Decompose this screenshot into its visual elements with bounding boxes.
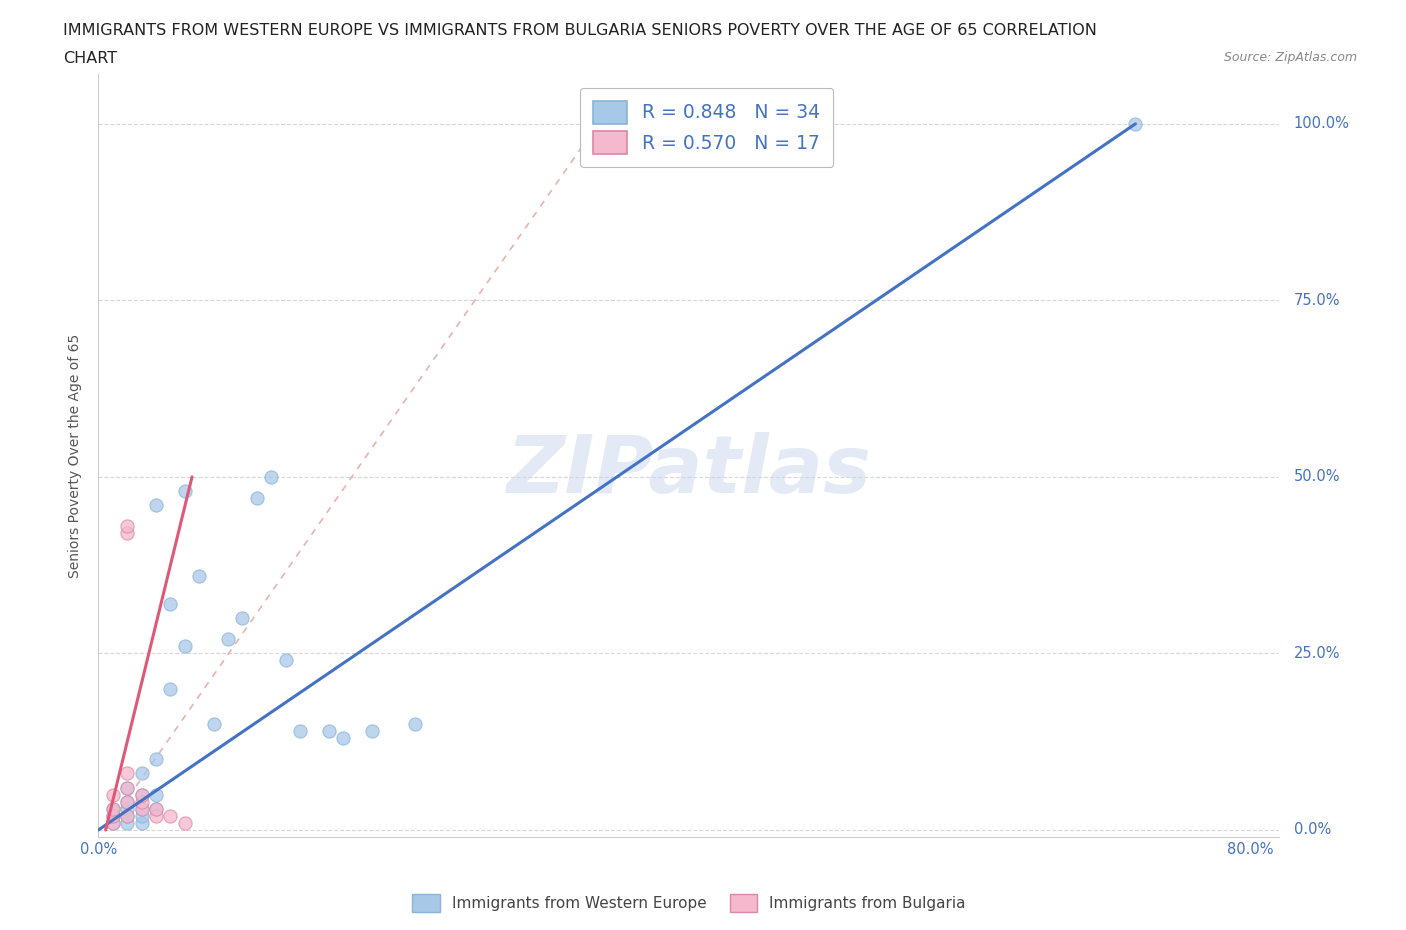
Point: [260, 470, 283, 485]
Point: [101, 808, 124, 823]
Point: [101, 787, 124, 802]
Point: [101, 816, 124, 830]
Point: [115, 808, 138, 823]
Point: [131, 787, 153, 802]
Point: [288, 724, 311, 738]
Point: [101, 808, 124, 823]
Point: [115, 816, 138, 830]
Point: [115, 802, 138, 817]
Y-axis label: Seniors Poverty Over the Age of 65: Seniors Poverty Over the Age of 65: [69, 334, 83, 578]
Text: ZIPatlas: ZIPatlas: [506, 432, 872, 510]
Point: [404, 717, 426, 732]
Point: [188, 568, 211, 583]
Point: [332, 731, 354, 746]
Text: CHART: CHART: [63, 51, 117, 66]
Point: [173, 639, 195, 654]
Text: IMMIGRANTS FROM WESTERN EUROPE VS IMMIGRANTS FROM BULGARIA SENIORS POVERTY OVER : IMMIGRANTS FROM WESTERN EUROPE VS IMMIGR…: [63, 23, 1097, 38]
Point: [115, 766, 138, 781]
Point: [131, 766, 153, 781]
Point: [131, 794, 153, 809]
Point: [217, 631, 239, 646]
Point: [145, 802, 167, 817]
Point: [231, 611, 253, 626]
Point: [202, 717, 225, 732]
Point: [246, 491, 269, 506]
Point: [145, 498, 167, 512]
Point: [101, 816, 124, 830]
Point: [115, 794, 138, 809]
Point: [115, 526, 138, 541]
Text: 75.0%: 75.0%: [1294, 293, 1340, 308]
Point: [173, 484, 195, 498]
Text: Source: ZipAtlas.com: Source: ZipAtlas.com: [1223, 51, 1357, 64]
Point: [274, 653, 297, 668]
Point: [115, 780, 138, 795]
Point: [145, 808, 167, 823]
Point: [115, 794, 138, 809]
Text: 100.0%: 100.0%: [1294, 116, 1350, 131]
Point: [101, 802, 124, 817]
Point: [159, 808, 181, 823]
Point: [115, 780, 138, 795]
Point: [1125, 116, 1147, 131]
Point: [318, 724, 340, 738]
Point: [173, 816, 195, 830]
Point: [361, 724, 384, 738]
Point: [159, 596, 181, 611]
Point: [131, 802, 153, 817]
Point: [145, 751, 167, 766]
Point: [131, 787, 153, 802]
Point: [115, 808, 138, 823]
Legend: Immigrants from Western Europe, Immigrants from Bulgaria: Immigrants from Western Europe, Immigran…: [406, 888, 972, 918]
Point: [131, 808, 153, 823]
Text: 25.0%: 25.0%: [1294, 646, 1340, 661]
Text: 50.0%: 50.0%: [1294, 470, 1340, 485]
Point: [115, 519, 138, 534]
Text: 0.0%: 0.0%: [1294, 822, 1331, 837]
Point: [145, 787, 167, 802]
Point: [145, 802, 167, 817]
Point: [131, 802, 153, 817]
Legend: R = 0.848   N = 34, R = 0.570   N = 17: R = 0.848 N = 34, R = 0.570 N = 17: [581, 87, 834, 167]
Point: [101, 802, 124, 817]
Point: [159, 682, 181, 697]
Point: [131, 816, 153, 830]
